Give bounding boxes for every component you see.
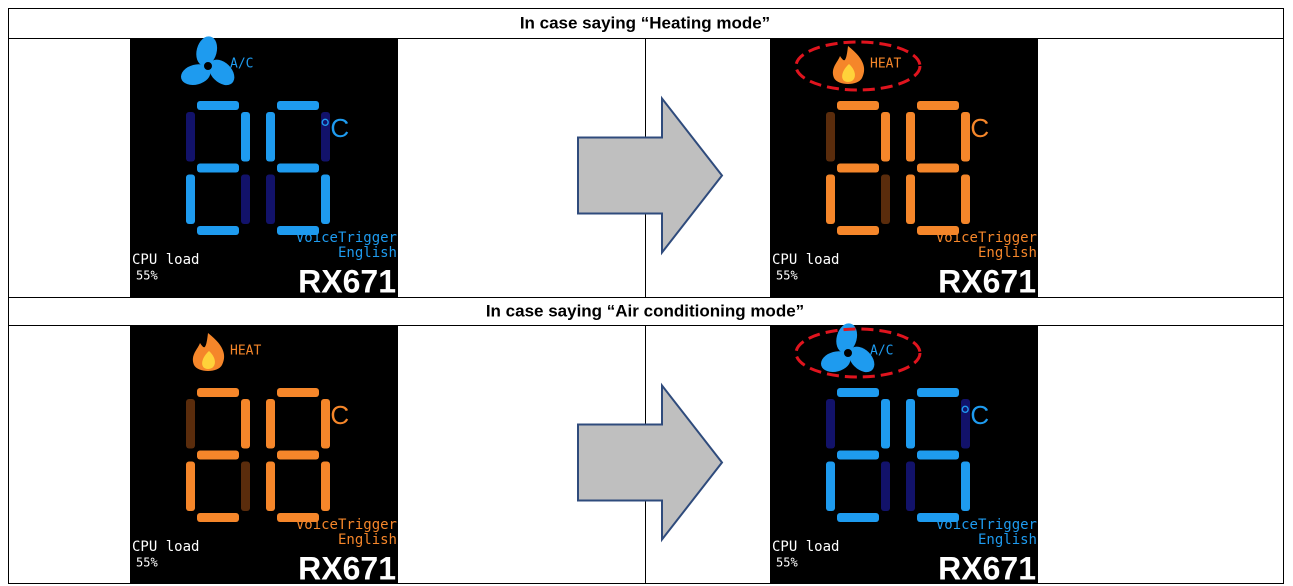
segment bbox=[837, 451, 879, 460]
segment bbox=[241, 399, 250, 449]
cpu-value: 55% bbox=[136, 556, 158, 570]
segment bbox=[837, 164, 879, 173]
segment bbox=[266, 399, 275, 449]
segment bbox=[321, 462, 330, 512]
segment bbox=[241, 112, 250, 162]
cpu-value: 55% bbox=[136, 269, 158, 283]
segment bbox=[826, 112, 835, 162]
segment bbox=[881, 112, 890, 162]
unit-label: °C bbox=[320, 113, 349, 143]
section-title: In case saying “Heating mode” bbox=[520, 13, 770, 32]
segment bbox=[241, 462, 250, 512]
segment bbox=[277, 451, 319, 460]
cpu-label: CPU load bbox=[772, 252, 839, 268]
fan-hub bbox=[203, 61, 213, 71]
segment bbox=[961, 175, 970, 225]
trigger-label: VoiceTrigger bbox=[296, 230, 397, 246]
segment bbox=[917, 164, 959, 173]
mode-label: A/C bbox=[870, 344, 893, 359]
segment bbox=[321, 175, 330, 225]
segment bbox=[837, 101, 879, 110]
language-label: English bbox=[338, 532, 397, 548]
segment bbox=[186, 175, 195, 225]
segment bbox=[917, 451, 959, 460]
mode-label: HEAT bbox=[230, 344, 261, 359]
segment bbox=[197, 451, 239, 460]
segment bbox=[277, 101, 319, 110]
segment bbox=[961, 462, 970, 512]
segment bbox=[826, 462, 835, 512]
board-label: RX671 bbox=[938, 263, 1036, 299]
segment bbox=[241, 175, 250, 225]
segment bbox=[186, 112, 195, 162]
segment bbox=[917, 388, 959, 397]
segment bbox=[266, 112, 275, 162]
segment bbox=[826, 175, 835, 225]
segment bbox=[906, 399, 915, 449]
segment bbox=[277, 388, 319, 397]
cpu-label: CPU load bbox=[772, 539, 839, 555]
segment bbox=[197, 226, 239, 235]
cpu-value: 55% bbox=[776, 269, 798, 283]
arrow bbox=[578, 386, 722, 540]
segment bbox=[197, 513, 239, 522]
segment bbox=[266, 462, 275, 512]
segment bbox=[906, 462, 915, 512]
page: In case saying “Heating mode” A/C °C VoiceT… bbox=[0, 0, 1293, 586]
arrow bbox=[578, 99, 722, 253]
trigger-label: VoiceTrigger bbox=[936, 517, 1037, 533]
board-label: RX671 bbox=[298, 550, 396, 586]
language-label: English bbox=[338, 245, 397, 261]
display-screen: A/C °C VoiceTriggerEnglish CPU load55% RX671 bbox=[770, 321, 1038, 586]
language-label: English bbox=[978, 245, 1037, 261]
segment bbox=[197, 388, 239, 397]
segment bbox=[197, 164, 239, 173]
board-label: RX671 bbox=[938, 550, 1036, 586]
segment bbox=[837, 226, 879, 235]
trigger-label: VoiceTrigger bbox=[936, 230, 1037, 246]
segment bbox=[837, 513, 879, 522]
unit-label: °C bbox=[320, 400, 349, 430]
segment bbox=[881, 462, 890, 512]
fan-hub bbox=[843, 348, 853, 358]
mode-label: A/C bbox=[230, 57, 253, 72]
segment bbox=[826, 399, 835, 449]
segment bbox=[186, 462, 195, 512]
segment bbox=[186, 399, 195, 449]
cpu-label: CPU load bbox=[132, 252, 199, 268]
segment bbox=[266, 175, 275, 225]
board-label: RX671 bbox=[298, 263, 396, 299]
mode-label: HEAT bbox=[870, 57, 901, 72]
section-title: In case saying “Air conditioning mode” bbox=[486, 301, 804, 320]
segment bbox=[197, 101, 239, 110]
trigger-label: VoiceTrigger bbox=[296, 517, 397, 533]
segment bbox=[917, 101, 959, 110]
unit-label: °C bbox=[960, 113, 989, 143]
segment bbox=[837, 388, 879, 397]
unit-label: °C bbox=[960, 400, 989, 430]
language-label: English bbox=[978, 532, 1037, 548]
segment bbox=[881, 175, 890, 225]
segment bbox=[906, 175, 915, 225]
cpu-label: CPU load bbox=[132, 539, 199, 555]
segment bbox=[277, 164, 319, 173]
segment bbox=[881, 399, 890, 449]
segment bbox=[906, 112, 915, 162]
display-screen: A/C °C VoiceTriggerEnglish CPU load55% RX671 bbox=[130, 34, 398, 299]
cpu-value: 55% bbox=[776, 556, 798, 570]
